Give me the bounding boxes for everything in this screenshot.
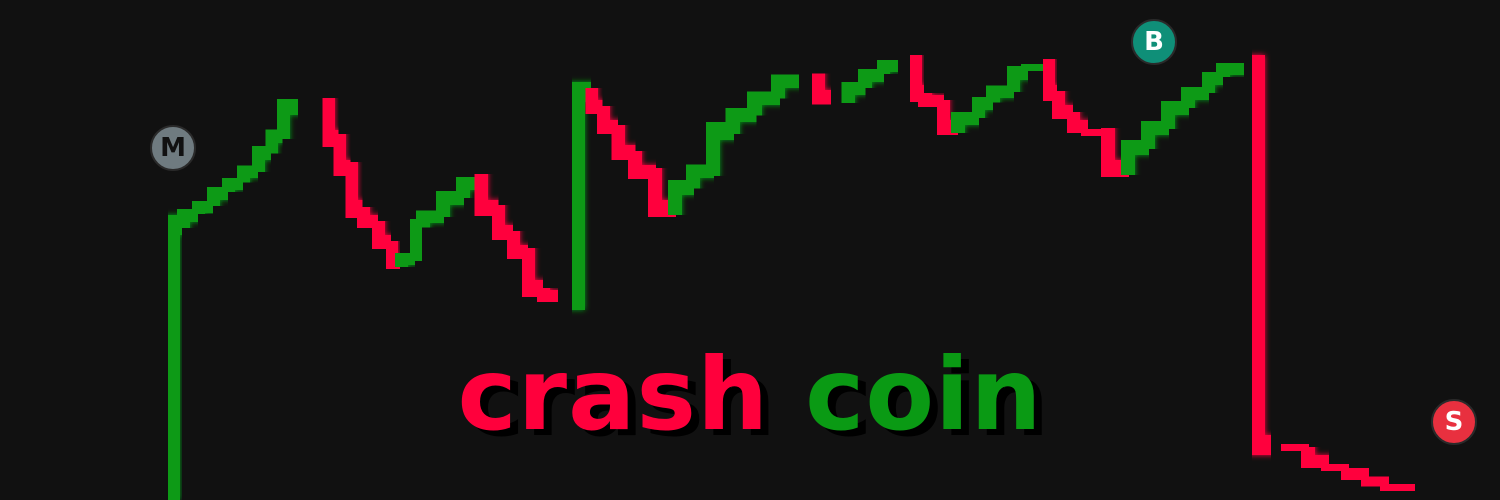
title-word-crash: crash bbox=[457, 336, 770, 453]
marker-m-badge[interactable]: M bbox=[150, 125, 196, 171]
marker-b-badge[interactable]: B bbox=[1131, 19, 1177, 65]
chart-segment-up bbox=[565, 82, 598, 310]
title-word-coin: coin bbox=[805, 336, 1043, 453]
marker-m-label: M bbox=[160, 133, 186, 163]
title-text: crash coin bbox=[0, 340, 1500, 450]
marker-s-label: S bbox=[1444, 407, 1464, 437]
marker-s-badge[interactable]: S bbox=[1431, 399, 1477, 445]
marker-b-label: B bbox=[1144, 27, 1164, 57]
